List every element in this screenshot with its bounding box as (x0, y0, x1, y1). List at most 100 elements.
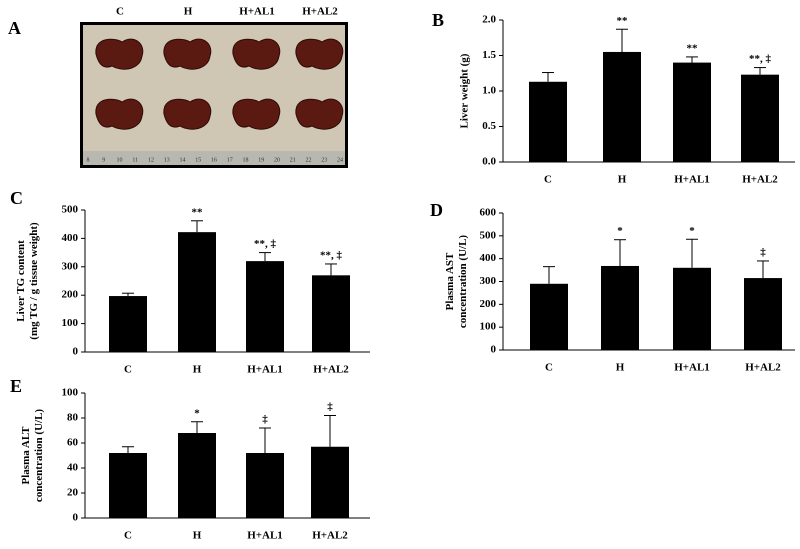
liver (232, 38, 281, 70)
column-label: H (184, 6, 193, 18)
x-tick-label: H+AL2 (742, 174, 778, 186)
ruler-number: 14 (180, 157, 186, 163)
x-tick-label: H (616, 362, 625, 374)
error-bar (757, 260, 769, 279)
ruler-number: 18 (243, 157, 249, 163)
y-tick-label: 300 (480, 275, 497, 287)
error-bar (542, 72, 554, 82)
bar (673, 267, 711, 350)
y-tick-label: 0.5 (482, 120, 496, 132)
ruler-number: 11 (132, 157, 138, 163)
column-label: H+AL1 (239, 6, 275, 18)
x-tick-label: C (545, 362, 553, 374)
y-tick-label: 300 (62, 260, 79, 272)
panel-label: D (430, 200, 443, 220)
y-axis-label: (mg TG / g tissue weight) (28, 222, 40, 340)
error-bar (686, 238, 698, 268)
x-tick-label: C (124, 530, 132, 542)
ruler-number: 17 (227, 157, 233, 163)
y-tick-label: 400 (480, 252, 497, 264)
y-axis-label: concentration (U/L) (457, 235, 469, 329)
significance-label: * (689, 225, 695, 237)
bar (109, 296, 147, 352)
y-tick-label: 20 (67, 487, 79, 499)
error-bar (191, 220, 203, 233)
y-tick-label: 0 (491, 344, 497, 356)
y-tick-label: 500 (480, 229, 497, 241)
error-bar (325, 263, 337, 276)
ruler-number: 10 (117, 157, 123, 163)
x-tick-label: H+AL1 (247, 530, 283, 542)
significance-label: ‡ (262, 414, 268, 426)
y-tick-label: 80 (67, 412, 79, 424)
panel-label: E (10, 376, 22, 396)
significance-label: * (194, 407, 200, 419)
y-tick-label: 40 (67, 462, 79, 474)
y-tick-label: 100 (480, 321, 497, 333)
x-tick-label: H (618, 174, 627, 186)
error-bar (686, 56, 698, 63)
bar (741, 74, 779, 162)
column-label: C (116, 6, 124, 18)
liver (295, 98, 344, 130)
error-bar (614, 239, 626, 266)
liver (163, 98, 212, 130)
bar (529, 81, 567, 162)
bar (744, 278, 782, 350)
bar (311, 446, 349, 518)
y-tick-label: 200 (62, 289, 79, 301)
y-tick-label: 200 (480, 298, 497, 310)
significance-label: * (617, 225, 623, 237)
panel-label: A (8, 18, 21, 38)
y-axis-label: Plasma AST (444, 252, 456, 310)
y-axis-label: Liver weight (g) (459, 53, 471, 128)
bar (603, 51, 641, 163)
liver (232, 98, 281, 130)
y-axis-label: Liver TG content (15, 240, 27, 322)
ruler-number: 19 (258, 157, 264, 163)
ruler-number: 23 (321, 157, 327, 163)
bar (312, 275, 350, 352)
error-bar (191, 421, 203, 433)
liver (95, 38, 144, 70)
ruler-number: 9 (102, 157, 105, 163)
panel-label: C (10, 188, 23, 208)
bar (109, 453, 147, 518)
panel-label: B (432, 10, 444, 30)
error-bar (616, 28, 628, 52)
significance-label: ** (687, 42, 699, 54)
ruler-number: 16 (211, 157, 217, 163)
ruler-number: 13 (164, 157, 170, 163)
bar (178, 433, 216, 518)
x-tick-label: H+AL2 (745, 362, 781, 374)
y-tick-label: 0 (73, 512, 79, 524)
y-tick-label: 600 (480, 207, 497, 219)
error-bar (754, 67, 766, 75)
bar (673, 62, 711, 162)
y-tick-label: 0 (73, 346, 79, 358)
error-bar (122, 446, 134, 453)
y-tick-label: 60 (67, 437, 79, 449)
y-tick-label: 2.0 (482, 14, 496, 26)
bar (246, 261, 284, 352)
x-tick-label: H+AL1 (247, 364, 283, 376)
x-tick-label: C (124, 364, 132, 376)
significance-label: **, ‡ (749, 53, 772, 65)
significance-label: ‡ (327, 401, 333, 413)
error-bar (543, 266, 555, 284)
error-bar (259, 252, 271, 262)
significance-label: ** (617, 15, 629, 27)
y-tick-label: 100 (62, 387, 79, 399)
y-tick-label: 1.5 (482, 49, 496, 61)
ruler-number: 21 (290, 157, 296, 163)
error-bar (324, 415, 336, 447)
error-bar (259, 427, 271, 453)
bar (530, 283, 568, 350)
y-tick-label: 100 (62, 317, 79, 329)
x-tick-label: H+AL1 (674, 362, 710, 374)
ruler-number: 12 (148, 157, 154, 163)
ruler-number: 20 (274, 157, 280, 163)
bar (178, 232, 216, 352)
ruler-number: 15 (195, 157, 201, 163)
